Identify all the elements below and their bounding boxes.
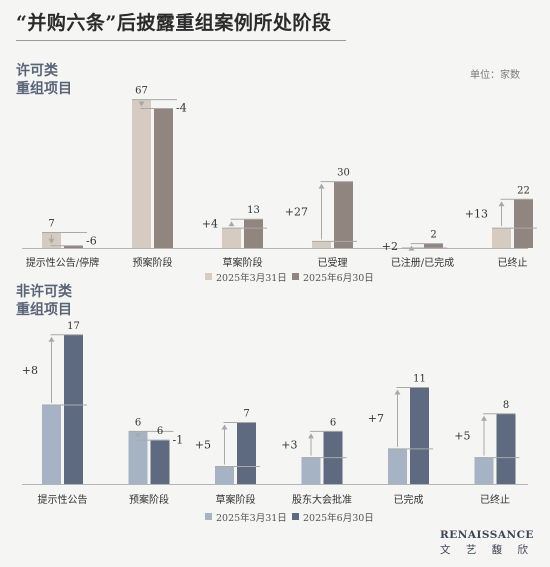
category-label: 已终止	[480, 493, 510, 506]
change-label: +2	[382, 240, 398, 253]
bar-series-2	[64, 245, 83, 248]
section-label-line-2: 重组项目	[16, 81, 72, 97]
legend-swatch-series-1	[205, 513, 212, 520]
brand-name-en: RENAISSANCE	[440, 529, 534, 541]
data-label-series-1: 6	[135, 417, 141, 428]
bar-series-1	[42, 405, 61, 484]
change-label: +13	[465, 208, 488, 221]
change-arrow-head	[318, 183, 325, 189]
data-label-series-2: 22	[517, 185, 530, 196]
change-label: +7	[368, 412, 384, 425]
legend-label-series-2: 2025年6月30日	[303, 272, 374, 284]
category-label: 已注册/已完成	[391, 256, 454, 269]
change-arrow-head	[498, 201, 505, 207]
change-label: +3	[281, 439, 297, 452]
category-label: 草案阶段	[216, 493, 256, 506]
legend-swatch-series-2	[292, 513, 299, 520]
category-label: 提示性公告	[38, 493, 88, 506]
section-label-line-1: 许可类	[16, 63, 58, 79]
change-arrow-head	[481, 415, 487, 421]
legend-swatch-series-1	[205, 273, 212, 280]
category-label: 已受理	[318, 257, 348, 269]
legend-label-series-1: 2025年3月31日	[216, 512, 287, 524]
data-label-series-2: 6	[157, 426, 163, 437]
category-label: 已完成	[394, 493, 424, 506]
data-label-series-2: 2	[430, 230, 436, 241]
change-label: +27	[285, 205, 308, 218]
bar-series-1	[474, 457, 494, 484]
legend-label-series-2: 2025年6月30日	[303, 512, 374, 524]
change-arrow-head	[48, 336, 55, 342]
section-label-line-2: 重组项目	[16, 302, 72, 318]
data-label-series-2: 6	[330, 417, 336, 428]
change-arrow-head	[135, 433, 141, 439]
category-label: 草案阶段	[223, 256, 263, 269]
change-arrow-head	[408, 245, 415, 251]
data-label-series-1: 67	[135, 86, 148, 97]
change-arrow-head	[138, 101, 145, 107]
category-label: 股东大会批准	[292, 493, 352, 506]
brand-name-zh: 文 艺 馥 欣	[439, 544, 534, 556]
change-label: -4	[176, 102, 187, 115]
data-label-series-2: 30	[337, 168, 350, 179]
bar-series-2	[514, 199, 533, 248]
change-label: -6	[86, 235, 97, 248]
bar-series-1	[215, 466, 234, 484]
brand-logo: RENAISSANCE 文 艺 馥 欣	[440, 529, 534, 557]
bar-series-1	[222, 228, 241, 248]
section-label-line-1: 非许可类	[16, 284, 72, 300]
data-label-series-2: 13	[247, 205, 260, 216]
legend-swatch-series-2	[292, 273, 299, 280]
change-arrow-head	[48, 238, 55, 244]
bar-series-1	[492, 228, 511, 248]
bar-series-2	[237, 422, 256, 484]
bar-series-2	[150, 440, 170, 484]
data-label-series-2: 11	[413, 373, 426, 384]
data-label-series-2: 17	[67, 321, 80, 332]
chart-title: “并购六条”后披露重组案例所处阶段	[16, 12, 332, 34]
bar-series-1	[301, 457, 321, 484]
data-label-series-2: 8	[503, 400, 509, 411]
section-label-nonpermit: 非许可类 重组项目	[16, 283, 72, 319]
change-label: +5	[195, 439, 211, 452]
legend-label-series-1: 2025年3月31日	[216, 272, 287, 284]
bar-series-2	[410, 387, 429, 484]
bar-series-2	[424, 243, 443, 248]
bar-series-1	[388, 448, 407, 484]
bar-series-1	[128, 431, 148, 484]
category-label: 提示性公告/停牌	[26, 256, 99, 269]
bar-series-2	[154, 108, 173, 248]
category-label: 预案阶段	[129, 493, 169, 506]
change-arrow-head	[394, 389, 401, 395]
bar-series-2	[64, 334, 83, 484]
bar-series-2	[496, 413, 516, 484]
change-label: -1	[173, 433, 184, 446]
change-label: +5	[454, 430, 470, 443]
bar-series-1	[312, 241, 331, 248]
category-label: 已终止	[498, 256, 528, 269]
change-label: +4	[202, 218, 218, 231]
change-arrow-head	[228, 221, 235, 227]
bar-series-2	[334, 181, 353, 248]
change-arrow-head	[308, 433, 314, 439]
section-label-permit: 许可类 重组项目	[16, 62, 72, 98]
category-label: 预案阶段	[133, 256, 173, 269]
title-divider	[16, 40, 346, 41]
bar-series-1	[132, 99, 151, 249]
data-label-series-2: 7	[243, 409, 249, 420]
change-label: +8	[22, 364, 38, 377]
change-arrow-head	[221, 424, 228, 430]
unit-label: 单位：家数	[470, 70, 520, 81]
data-label-series-1: 7	[48, 219, 54, 230]
bar-series-2	[244, 219, 263, 248]
